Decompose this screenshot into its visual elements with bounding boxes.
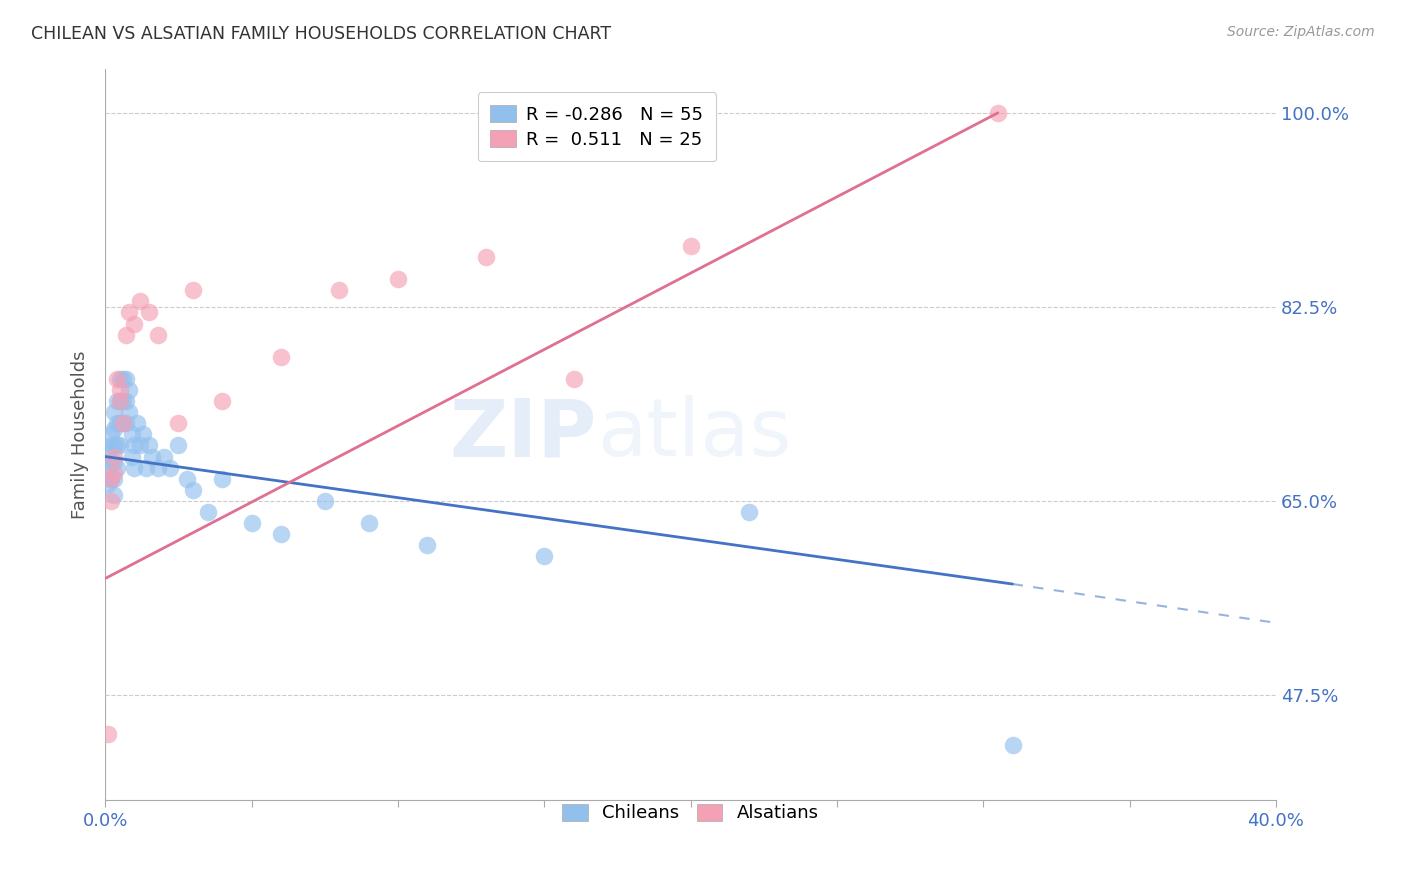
- Point: [167, 438, 190, 452]
- Point: [270, 527, 292, 541]
- Point: [138, 305, 160, 319]
- Point: [108, 394, 131, 409]
- Point: [167, 417, 190, 431]
- Point: [103, 466, 125, 480]
- Point: [114, 327, 136, 342]
- Point: [97, 460, 120, 475]
- Point: [416, 538, 439, 552]
- Point: [314, 494, 336, 508]
- Point: [132, 427, 155, 442]
- Point: [533, 549, 555, 564]
- Point: [108, 438, 131, 452]
- Point: [105, 417, 128, 431]
- Point: [108, 372, 131, 386]
- Point: [135, 460, 157, 475]
- Point: [146, 327, 169, 342]
- Point: [1001, 738, 1024, 752]
- Point: [108, 417, 131, 431]
- Point: [100, 427, 122, 442]
- Point: [146, 460, 169, 475]
- Point: [117, 305, 139, 319]
- Point: [103, 488, 125, 502]
- Point: [114, 417, 136, 431]
- Point: [103, 422, 125, 436]
- Point: [100, 455, 122, 469]
- Point: [103, 455, 125, 469]
- Point: [100, 438, 122, 452]
- Point: [152, 450, 174, 464]
- Text: ZIP: ZIP: [450, 395, 598, 474]
- Point: [197, 505, 219, 519]
- Point: [211, 472, 233, 486]
- Point: [114, 394, 136, 409]
- Point: [562, 372, 585, 386]
- Point: [121, 427, 143, 442]
- Point: [97, 477, 120, 491]
- Y-axis label: Family Households: Family Households: [72, 351, 89, 518]
- Point: [105, 438, 128, 452]
- Point: [108, 394, 131, 409]
- Point: [211, 394, 233, 409]
- Point: [114, 372, 136, 386]
- Point: [111, 417, 134, 431]
- Point: [121, 450, 143, 464]
- Point: [117, 405, 139, 419]
- Point: [270, 350, 292, 364]
- Point: [181, 483, 204, 497]
- Point: [105, 372, 128, 386]
- Point: [127, 417, 149, 431]
- Point: [103, 472, 125, 486]
- Point: [100, 494, 122, 508]
- Point: [97, 727, 120, 741]
- Point: [103, 405, 125, 419]
- Point: [176, 472, 198, 486]
- Point: [240, 516, 263, 530]
- Point: [108, 383, 131, 397]
- Point: [124, 317, 146, 331]
- Point: [105, 460, 128, 475]
- Point: [129, 294, 152, 309]
- Text: atlas: atlas: [598, 395, 792, 474]
- Text: Source: ZipAtlas.com: Source: ZipAtlas.com: [1227, 25, 1375, 39]
- Point: [679, 239, 702, 253]
- Point: [181, 283, 204, 297]
- Point: [124, 460, 146, 475]
- Point: [328, 283, 350, 297]
- Text: CHILEAN VS ALSATIAN FAMILY HOUSEHOLDS CORRELATION CHART: CHILEAN VS ALSATIAN FAMILY HOUSEHOLDS CO…: [31, 25, 612, 43]
- Point: [987, 106, 1010, 120]
- Point: [124, 438, 146, 452]
- Point: [105, 394, 128, 409]
- Point: [357, 516, 380, 530]
- Point: [111, 394, 134, 409]
- Point: [138, 438, 160, 452]
- Point: [97, 444, 120, 458]
- Point: [100, 472, 122, 486]
- Point: [474, 250, 496, 264]
- Point: [387, 272, 409, 286]
- Point: [103, 438, 125, 452]
- Point: [111, 417, 134, 431]
- Point: [117, 383, 139, 397]
- Point: [159, 460, 181, 475]
- Legend: Chileans, Alsatians: Chileans, Alsatians: [550, 791, 831, 835]
- Point: [129, 438, 152, 452]
- Point: [738, 505, 761, 519]
- Point: [111, 372, 134, 386]
- Point: [100, 472, 122, 486]
- Point: [141, 450, 163, 464]
- Point: [103, 450, 125, 464]
